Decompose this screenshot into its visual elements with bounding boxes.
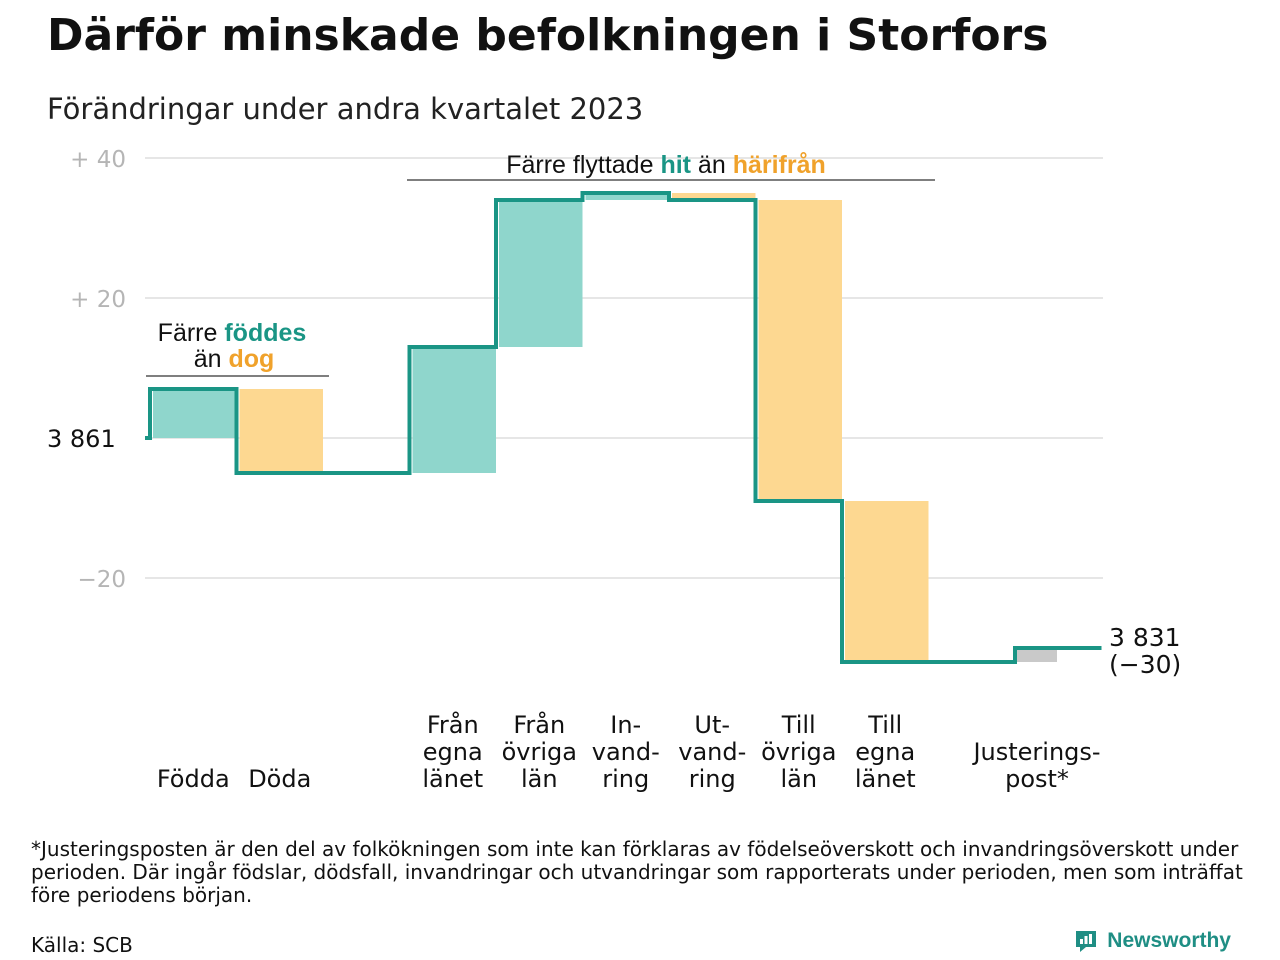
source-note: Källa: SCB <box>31 933 133 957</box>
newsworthy-logo-icon <box>1076 931 1097 952</box>
annotation-births-deaths-line2: än dog <box>194 345 275 373</box>
category-label: länet <box>855 765 916 793</box>
category-labels: Födda DödaFrånegnalänetFrånövrigalänIn-va… <box>157 710 1101 793</box>
chart-title: Därför minskade befolkningen i Storfors <box>47 10 1049 61</box>
brand-name: Newsworthy <box>1107 929 1231 952</box>
category-label: egna <box>855 738 915 766</box>
annotation-part: Färre flyttade <box>506 151 660 179</box>
category-label: Till <box>867 711 902 739</box>
category-label: Justerings- <box>971 738 1100 766</box>
category-label: Födda <box>157 765 230 793</box>
bar <box>585 193 669 200</box>
category-label: vand- <box>678 738 746 766</box>
category-label: In- <box>610 711 641 739</box>
y-tick-label: + 20 <box>70 287 126 313</box>
bar <box>758 200 842 501</box>
category-label: egna <box>423 738 483 766</box>
annotation-part: Färre <box>158 319 225 347</box>
category-label: Från <box>427 710 479 739</box>
bar <box>1017 648 1057 662</box>
y-axis-ticks: + 40 + 20 −20 3 861 <box>47 147 126 593</box>
category-label: Från <box>513 710 565 739</box>
brand-logo: Newsworthy <box>1073 928 1231 954</box>
chart-subtitle: Förändringar under andra kvartalet 2023 <box>47 92 644 126</box>
category-label: Till <box>781 711 816 739</box>
annotation-part: hit <box>660 151 691 179</box>
annotation-part: än <box>691 151 733 179</box>
running-total-line-path <box>145 191 1102 664</box>
annotation-migration: Färre flyttade hit än härifrån <box>506 151 826 179</box>
category-label: vand- <box>592 738 660 766</box>
category-label: ring <box>602 765 649 793</box>
bar <box>845 501 929 662</box>
grid-lines <box>145 157 1103 579</box>
category-label: övriga <box>502 738 577 766</box>
category-label: post* <box>1005 765 1069 793</box>
y-tick-label: −20 <box>77 567 126 593</box>
bar <box>153 389 237 438</box>
footnote: *Justeringsposten är den del av folkökni… <box>31 837 1243 907</box>
annotation-part: än <box>194 345 229 373</box>
annotation-births-deaths-line1: Färre föddes <box>158 319 307 347</box>
category-label: län <box>521 765 558 793</box>
category-label: övriga <box>761 738 836 766</box>
bar <box>412 347 496 473</box>
running-total-line <box>145 191 1102 664</box>
annotation-part: dog <box>228 345 274 373</box>
category-label: Döda <box>248 765 311 793</box>
category-label: länet <box>422 765 483 793</box>
annotation-part: föddes <box>224 319 306 347</box>
annotation-part: härifrån <box>733 151 826 179</box>
category-label: ring <box>689 765 736 793</box>
value-labels: 3 831(−30) <box>1109 623 1181 679</box>
category-label: Ut- <box>694 711 730 739</box>
end-value-label: 3 831 <box>1109 623 1181 652</box>
category-label: län <box>780 765 817 793</box>
y-tick-label: + 40 <box>70 147 126 173</box>
change-label: (−30) <box>1109 650 1181 679</box>
bar <box>239 389 323 473</box>
bar <box>499 200 583 347</box>
bars <box>153 193 1057 662</box>
start-value-label: 3 861 <box>47 425 116 453</box>
bar <box>672 193 756 200</box>
